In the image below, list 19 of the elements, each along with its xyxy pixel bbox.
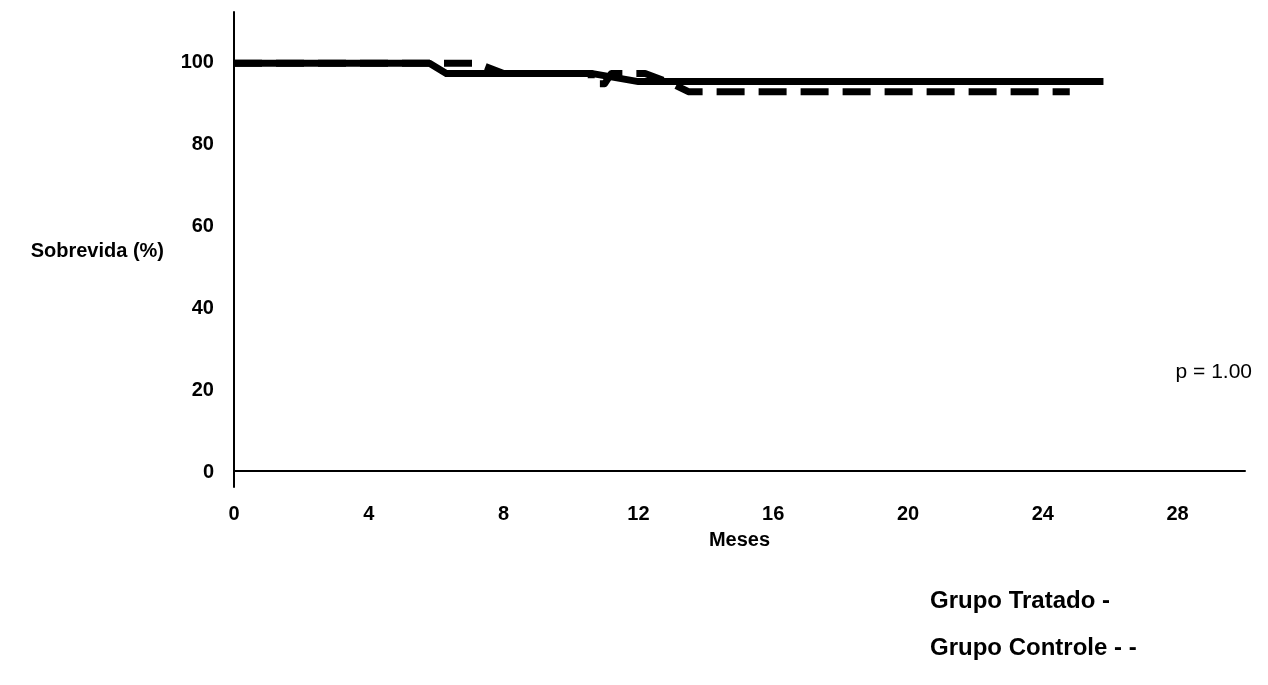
y-tick-label: 100	[180, 50, 214, 73]
text: Grupo Tratado -	[930, 585, 1111, 613]
y-tick-label: 80	[191, 132, 214, 155]
annotation: p = 1.00	[1175, 359, 1252, 382]
x-tick-label: 28	[1166, 502, 1189, 524]
y-tick-label: 40	[191, 295, 214, 318]
text: Grupo Controle - -	[930, 632, 1137, 660]
x-tick-label: 16	[762, 502, 785, 524]
x-axis-title: Meses	[708, 528, 771, 550]
y-tick-label: 0	[202, 459, 214, 482]
x-tick-label: 8	[498, 502, 510, 524]
y-tick-label: 60	[191, 213, 214, 236]
x-tick-label: 4	[363, 502, 376, 524]
x-tick-label: 24	[1031, 502, 1055, 524]
y-tick-label: 20	[191, 377, 214, 400]
y-axis-title: Sobrevida (%)	[30, 238, 164, 261]
x-tick-label: 20	[896, 502, 920, 524]
x-tick-label: 0	[228, 502, 240, 524]
x-tick-label: 12	[627, 502, 650, 524]
